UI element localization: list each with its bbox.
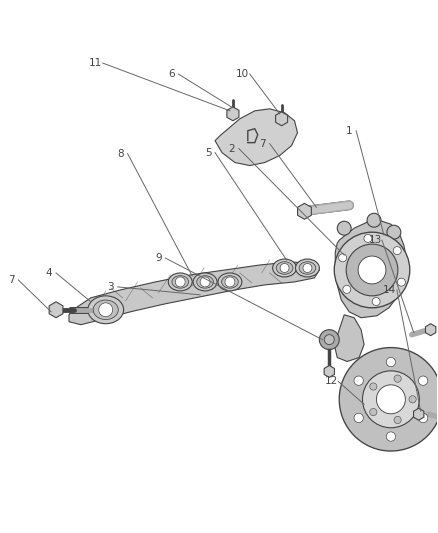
Circle shape (372, 297, 380, 305)
Circle shape (394, 416, 401, 424)
Text: 14: 14 (383, 285, 396, 295)
Ellipse shape (193, 273, 217, 291)
Ellipse shape (303, 263, 312, 272)
Ellipse shape (273, 259, 297, 277)
Ellipse shape (299, 262, 316, 274)
Polygon shape (413, 408, 424, 420)
Ellipse shape (99, 303, 113, 317)
Ellipse shape (175, 277, 185, 287)
Ellipse shape (197, 276, 213, 288)
Ellipse shape (280, 263, 289, 272)
Circle shape (354, 376, 364, 385)
Circle shape (394, 375, 401, 382)
Text: 12: 12 (325, 376, 338, 386)
Circle shape (418, 376, 428, 385)
Circle shape (393, 247, 401, 255)
Circle shape (339, 348, 438, 451)
Polygon shape (335, 220, 407, 318)
Circle shape (386, 358, 396, 367)
Ellipse shape (225, 277, 235, 287)
Circle shape (354, 413, 364, 423)
Text: 10: 10 (236, 69, 249, 79)
Text: 1: 1 (346, 126, 353, 136)
Circle shape (339, 254, 346, 262)
Text: 6: 6 (168, 69, 175, 79)
Text: 7: 7 (259, 139, 266, 149)
Circle shape (334, 232, 410, 308)
Ellipse shape (200, 277, 210, 287)
Polygon shape (49, 302, 63, 318)
Circle shape (358, 256, 386, 284)
Polygon shape (334, 315, 364, 361)
Polygon shape (324, 366, 335, 377)
Circle shape (324, 335, 334, 345)
Text: 11: 11 (89, 58, 102, 68)
Text: 8: 8 (117, 149, 124, 159)
Circle shape (319, 330, 339, 350)
Polygon shape (297, 203, 311, 219)
Circle shape (337, 221, 351, 235)
Circle shape (363, 371, 419, 428)
Ellipse shape (172, 276, 189, 288)
Text: 2: 2 (229, 143, 235, 154)
Ellipse shape (88, 296, 124, 324)
Circle shape (409, 395, 416, 403)
Circle shape (364, 235, 372, 243)
Circle shape (418, 413, 428, 423)
Ellipse shape (93, 300, 118, 319)
Circle shape (346, 244, 398, 296)
Circle shape (386, 432, 396, 441)
Circle shape (397, 278, 406, 286)
Circle shape (343, 285, 351, 293)
Circle shape (370, 383, 377, 390)
Circle shape (376, 385, 406, 414)
Text: 4: 4 (46, 268, 53, 278)
Text: 5: 5 (205, 148, 212, 158)
Polygon shape (227, 107, 239, 121)
Ellipse shape (296, 259, 319, 277)
Ellipse shape (168, 273, 192, 291)
Circle shape (370, 408, 377, 416)
Text: 13: 13 (368, 235, 381, 245)
Text: 9: 9 (155, 253, 162, 263)
Polygon shape (276, 112, 288, 126)
Polygon shape (69, 262, 319, 325)
Circle shape (387, 225, 401, 239)
Circle shape (367, 213, 381, 227)
Ellipse shape (276, 262, 293, 274)
Text: 7: 7 (8, 275, 14, 285)
Polygon shape (215, 109, 297, 166)
Ellipse shape (222, 276, 238, 288)
Polygon shape (425, 324, 436, 336)
Ellipse shape (218, 273, 242, 291)
Text: 3: 3 (107, 282, 114, 292)
